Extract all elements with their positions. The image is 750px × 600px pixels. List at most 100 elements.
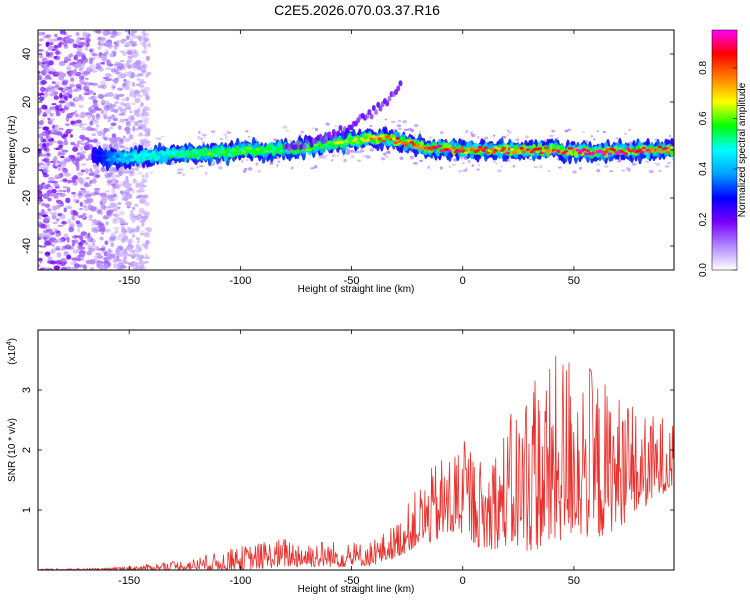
heat-cell xyxy=(318,133,323,140)
heat-cell xyxy=(247,147,252,150)
heat-cell xyxy=(533,166,539,168)
heat-cell xyxy=(108,236,114,243)
heat-cell xyxy=(133,215,139,219)
heat-cell xyxy=(126,64,133,69)
heat-cell xyxy=(467,159,471,164)
heat-cell xyxy=(45,50,49,55)
heat-cell xyxy=(223,153,228,156)
heat-cell xyxy=(80,239,87,244)
heat-cell xyxy=(89,105,96,110)
heat-cell xyxy=(369,124,373,128)
heat-cell xyxy=(391,137,397,141)
heat-cell xyxy=(42,94,48,99)
heat-cell xyxy=(38,200,41,205)
heat-cell xyxy=(141,174,145,178)
heat-cell xyxy=(269,149,274,153)
heat-cell xyxy=(53,166,58,169)
heat-cell xyxy=(62,186,68,189)
heat-cell xyxy=(66,205,73,210)
heat-cell xyxy=(68,40,72,44)
heat-cell xyxy=(396,85,401,92)
heat-cell xyxy=(371,105,376,112)
heat-cell xyxy=(139,260,146,266)
heat-cell xyxy=(669,149,674,157)
heat-cell xyxy=(78,234,83,241)
heat-cell xyxy=(41,104,47,110)
heat-cell xyxy=(145,156,150,160)
heat-cell xyxy=(112,263,119,269)
heat-cell xyxy=(185,152,190,155)
heat-cell xyxy=(94,246,100,251)
colorbar-label: Normalized spectral amplitude xyxy=(737,82,748,217)
heat-cell xyxy=(593,137,596,141)
x-tick-label: 50 xyxy=(568,575,580,587)
heat-cell xyxy=(116,267,123,270)
heat-cell xyxy=(64,96,68,100)
heat-cell xyxy=(369,113,374,120)
heat-cell xyxy=(38,48,44,52)
heat-cell xyxy=(139,254,144,260)
heat-cell xyxy=(45,251,51,256)
heat-cell xyxy=(145,240,150,245)
heat-cell xyxy=(60,237,66,242)
heat-cell xyxy=(463,151,469,155)
heat-cell xyxy=(564,130,567,133)
heat-cell xyxy=(118,233,123,238)
heat-cell xyxy=(97,131,103,137)
heat-cell xyxy=(141,177,148,183)
heat-cell xyxy=(103,104,107,110)
heat-cell xyxy=(491,151,497,155)
heat-cell xyxy=(398,80,403,87)
heat-cell xyxy=(42,126,50,131)
heat-cell xyxy=(505,151,511,155)
heat-cell xyxy=(117,259,124,264)
heat-cell xyxy=(60,258,67,263)
heat-cell xyxy=(196,166,199,169)
heat-cell xyxy=(102,52,106,56)
heat-cell xyxy=(68,62,74,66)
heat-cell xyxy=(135,196,142,199)
heat-cell xyxy=(130,43,138,47)
heat-cell xyxy=(45,33,52,39)
heat-cell xyxy=(127,253,133,257)
heat-cell xyxy=(276,163,279,168)
heat-cell xyxy=(38,125,42,129)
heat-cell xyxy=(605,147,611,151)
heat-cell xyxy=(72,61,78,65)
heat-cell xyxy=(66,266,71,270)
heat-cell xyxy=(100,198,107,205)
heat-cell xyxy=(103,267,108,270)
heat-cell xyxy=(92,138,98,143)
heat-cell xyxy=(415,143,421,147)
heat-cell xyxy=(95,174,101,178)
heat-cell xyxy=(48,211,55,214)
heat-cell xyxy=(77,245,83,249)
heat-cell xyxy=(118,210,125,216)
heat-cell xyxy=(602,130,607,133)
heat-cell xyxy=(139,88,145,93)
colorbar-tick-label: 0.2 xyxy=(698,212,709,226)
heat-cell xyxy=(141,111,147,117)
heat-cell xyxy=(226,130,230,133)
heat-cell xyxy=(79,146,84,152)
heat-cell xyxy=(63,32,68,36)
heat-cell xyxy=(247,135,251,138)
heat-cell xyxy=(99,213,104,216)
heat-cell xyxy=(61,72,67,78)
colorbar-tick-label: 0.6 xyxy=(698,111,709,125)
heat-cell xyxy=(163,154,168,158)
heat-cell xyxy=(49,112,54,117)
heat-cell xyxy=(90,259,96,265)
heat-cell xyxy=(59,213,66,220)
heat-cell xyxy=(107,257,112,261)
heat-cell xyxy=(143,86,151,92)
heat-cell xyxy=(111,253,116,259)
heat-cell xyxy=(63,86,67,92)
heat-cell xyxy=(123,85,130,91)
heat-cell xyxy=(81,82,88,85)
heat-cell xyxy=(90,128,96,131)
heat-cell xyxy=(392,129,396,133)
heat-cell xyxy=(50,188,57,194)
heat-cell xyxy=(131,233,136,238)
